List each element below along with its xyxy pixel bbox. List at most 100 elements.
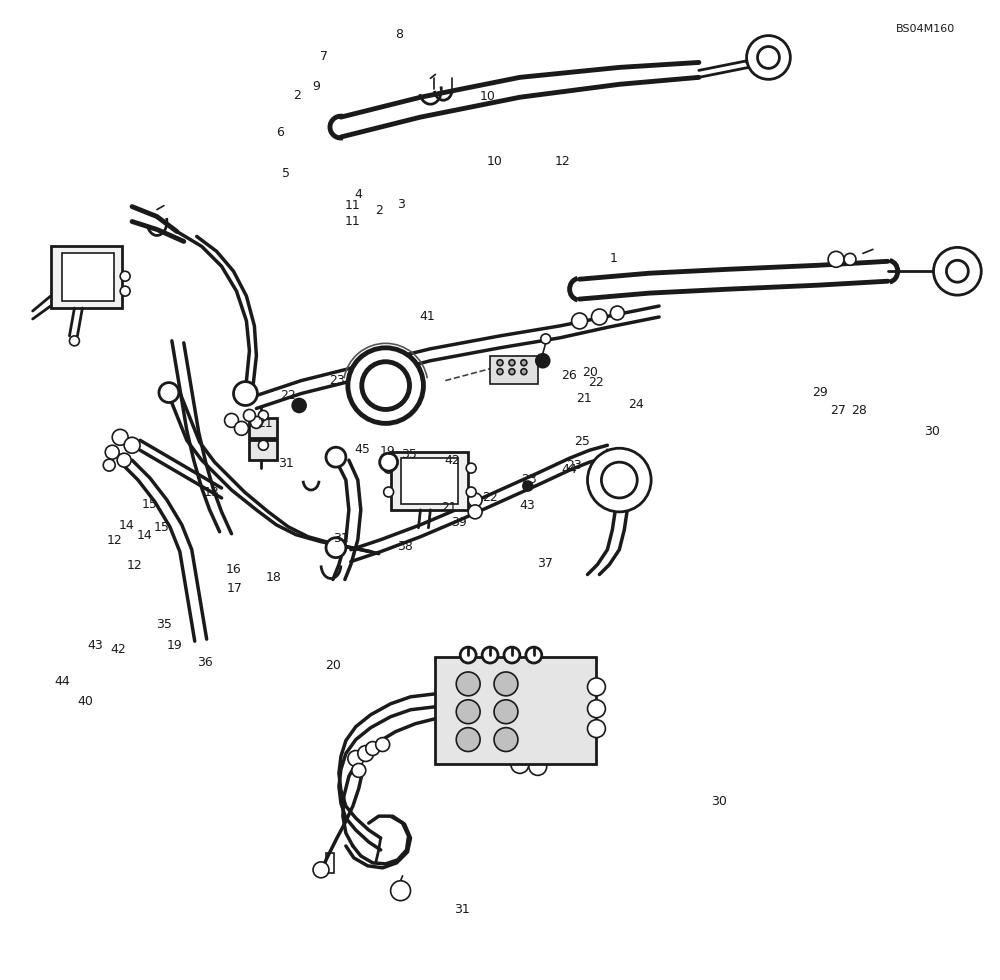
Text: 19: 19	[167, 639, 183, 653]
Text: 5: 5	[282, 167, 290, 179]
Circle shape	[497, 368, 503, 374]
Text: 14: 14	[137, 529, 153, 542]
Circle shape	[117, 453, 131, 467]
Circle shape	[572, 313, 588, 329]
Circle shape	[466, 464, 476, 473]
Circle shape	[934, 247, 981, 295]
Circle shape	[588, 448, 651, 512]
Text: 41: 41	[420, 310, 435, 323]
Circle shape	[348, 348, 423, 423]
Text: BS04M160: BS04M160	[896, 24, 955, 34]
Text: 23: 23	[521, 472, 537, 486]
Text: 38: 38	[397, 540, 412, 553]
Text: 10: 10	[487, 155, 503, 169]
Circle shape	[504, 647, 520, 663]
Text: 12: 12	[126, 559, 142, 571]
Circle shape	[225, 414, 238, 427]
Text: 30: 30	[711, 796, 727, 808]
Circle shape	[526, 647, 542, 663]
Bar	[249, 418, 277, 438]
Text: 42: 42	[110, 643, 126, 657]
Bar	[391, 452, 468, 510]
Text: 44: 44	[562, 463, 577, 476]
Text: 21: 21	[257, 417, 273, 430]
Text: 40: 40	[77, 695, 93, 708]
Text: 18: 18	[265, 571, 281, 584]
Bar	[401, 459, 458, 504]
Text: 15: 15	[154, 520, 170, 533]
Text: 23: 23	[566, 460, 581, 472]
Circle shape	[384, 464, 394, 473]
Text: 31: 31	[278, 458, 294, 470]
Text: 2: 2	[293, 89, 301, 102]
Text: 22: 22	[482, 491, 498, 505]
Text: 22: 22	[589, 376, 604, 389]
Text: 36: 36	[197, 656, 213, 669]
Circle shape	[828, 251, 844, 268]
Circle shape	[541, 334, 551, 344]
Circle shape	[509, 368, 515, 374]
Text: 26: 26	[561, 369, 576, 382]
Circle shape	[243, 410, 255, 421]
Circle shape	[258, 411, 268, 420]
Circle shape	[523, 481, 533, 491]
Circle shape	[366, 742, 380, 756]
Circle shape	[348, 751, 364, 766]
Circle shape	[494, 672, 518, 696]
Circle shape	[326, 447, 346, 467]
Text: 13: 13	[204, 486, 220, 500]
Text: 6: 6	[276, 125, 284, 139]
Circle shape	[313, 861, 329, 878]
Circle shape	[494, 727, 518, 752]
Text: 11: 11	[345, 215, 361, 227]
Circle shape	[509, 360, 515, 366]
Text: 27: 27	[830, 404, 846, 416]
Circle shape	[494, 700, 518, 723]
Bar	[249, 440, 277, 461]
Circle shape	[105, 445, 119, 460]
Circle shape	[456, 672, 480, 696]
Circle shape	[468, 493, 482, 507]
Text: 11: 11	[345, 199, 361, 212]
Text: 25: 25	[575, 435, 590, 448]
Text: 7: 7	[320, 50, 328, 63]
Circle shape	[159, 382, 179, 403]
Circle shape	[456, 700, 480, 723]
Text: 2: 2	[375, 204, 383, 217]
Text: 17: 17	[227, 582, 242, 595]
Text: 35: 35	[156, 618, 172, 631]
Text: 12: 12	[106, 534, 122, 547]
Circle shape	[384, 487, 394, 497]
Circle shape	[588, 719, 605, 738]
Circle shape	[601, 463, 637, 498]
Text: 31: 31	[333, 532, 349, 545]
Circle shape	[362, 362, 410, 410]
Text: 15: 15	[142, 498, 158, 512]
Text: 44: 44	[55, 675, 70, 689]
Circle shape	[352, 763, 366, 777]
Circle shape	[529, 758, 547, 775]
Circle shape	[521, 368, 527, 374]
Circle shape	[610, 306, 624, 319]
Circle shape	[536, 354, 550, 368]
Text: 30: 30	[924, 425, 939, 438]
Text: 8: 8	[396, 28, 404, 41]
Circle shape	[120, 271, 130, 281]
Bar	[435, 657, 596, 764]
Circle shape	[460, 647, 476, 663]
Circle shape	[103, 460, 115, 471]
Text: 23: 23	[329, 374, 345, 387]
Text: 31: 31	[454, 903, 470, 915]
Text: 35: 35	[401, 449, 416, 462]
Text: 14: 14	[118, 518, 134, 531]
Bar	[51, 246, 122, 308]
Circle shape	[258, 440, 268, 450]
Circle shape	[120, 286, 130, 296]
Circle shape	[468, 505, 482, 518]
Text: 43: 43	[519, 499, 535, 513]
Circle shape	[497, 360, 503, 366]
Circle shape	[234, 381, 257, 406]
Circle shape	[326, 538, 346, 558]
Text: 4: 4	[355, 188, 363, 201]
Text: 37: 37	[537, 557, 553, 569]
